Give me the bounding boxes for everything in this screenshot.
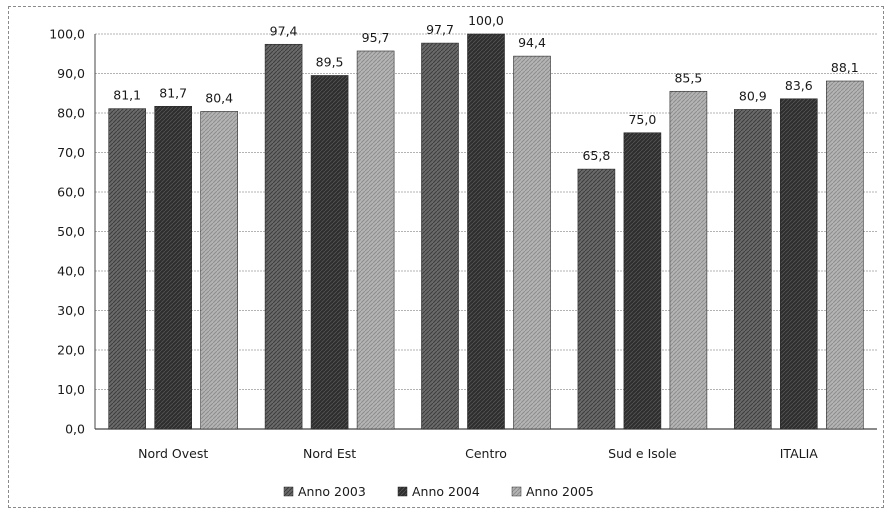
data-label: 85,5 [674,70,702,85]
bar [264,43,303,430]
bar [577,168,616,430]
data-label: 95,7 [362,30,390,45]
y-tick-label: 90,0 [57,66,85,81]
legend-label: Anno 2004 [412,484,480,499]
y-tick-label: 30,0 [57,303,85,318]
bar [825,80,864,430]
y-tick-label: 0,0 [65,422,85,437]
legend-label: Anno 2005 [526,484,594,499]
bar [623,132,662,430]
data-label: 97,4 [270,23,298,38]
data-label: 80,9 [739,88,767,103]
data-label: 81,7 [159,85,187,100]
bar [669,90,708,430]
y-tick-label: 70,0 [57,145,85,160]
bar [513,55,551,430]
x-tick-label: Nord Est [303,446,356,461]
x-tick-label: ITALIA [780,446,819,461]
data-label: 81,1 [113,88,141,103]
bar [154,105,192,430]
data-label: 89,5 [316,54,344,69]
bar-chart: 0,0 10,0 20,0 30,0 40,0 50,0 60,0 70,0 80,0 90,0 1… [49,13,877,499]
data-label: 100,0 [468,13,504,28]
y-tick-label: 40,0 [57,264,85,279]
bar [421,42,459,430]
y-tick-label: 60,0 [57,185,85,200]
legend-label: Anno 2003 [298,484,366,499]
data-label: 75,0 [628,112,656,127]
y-tick-label: 50,0 [57,224,85,239]
y-tick-label: 100,0 [49,27,85,42]
bar [733,109,772,430]
bar [356,50,395,430]
bar [310,75,349,430]
legend-swatch [397,486,408,497]
legend: Anno 2003 Anno 2004 Anno 2005 [283,484,594,499]
x-axis: Nord Ovest Nord Est Centro Sud e Isole ITALI… [138,446,818,461]
data-label: 97,7 [426,22,454,37]
legend-swatch [511,486,522,497]
bar [200,111,238,430]
data-label: 80,4 [205,90,233,105]
x-tick-label: Nord Ovest [138,446,208,461]
y-tick-label: 20,0 [57,343,85,358]
y-tick-label: 80,0 [57,106,85,121]
y-axis: 0,0 10,0 20,0 30,0 40,0 50,0 60,0 70,0 80,0 90,0 1… [49,27,96,437]
bar [779,98,818,430]
legend-swatch [283,486,294,497]
data-label: 94,4 [518,35,546,50]
chart-frame: 0,0 10,0 20,0 30,0 40,0 50,0 60,0 70,0 80,0 90,0 1… [8,6,884,508]
data-labels: 81,1 81,7 80,4 97,4 89,5 95,7 97,7 100,0 94,4 65,… [113,13,858,163]
bar [108,108,146,430]
x-tick-label: Centro [465,446,507,461]
data-label: 83,6 [785,78,813,93]
y-tick-label: 10,0 [57,382,85,397]
data-label: 65,8 [582,148,610,163]
x-tick-label: Sud e Isole [608,446,677,461]
bar [467,33,505,430]
bars [108,33,864,430]
data-label: 88,1 [831,60,859,75]
